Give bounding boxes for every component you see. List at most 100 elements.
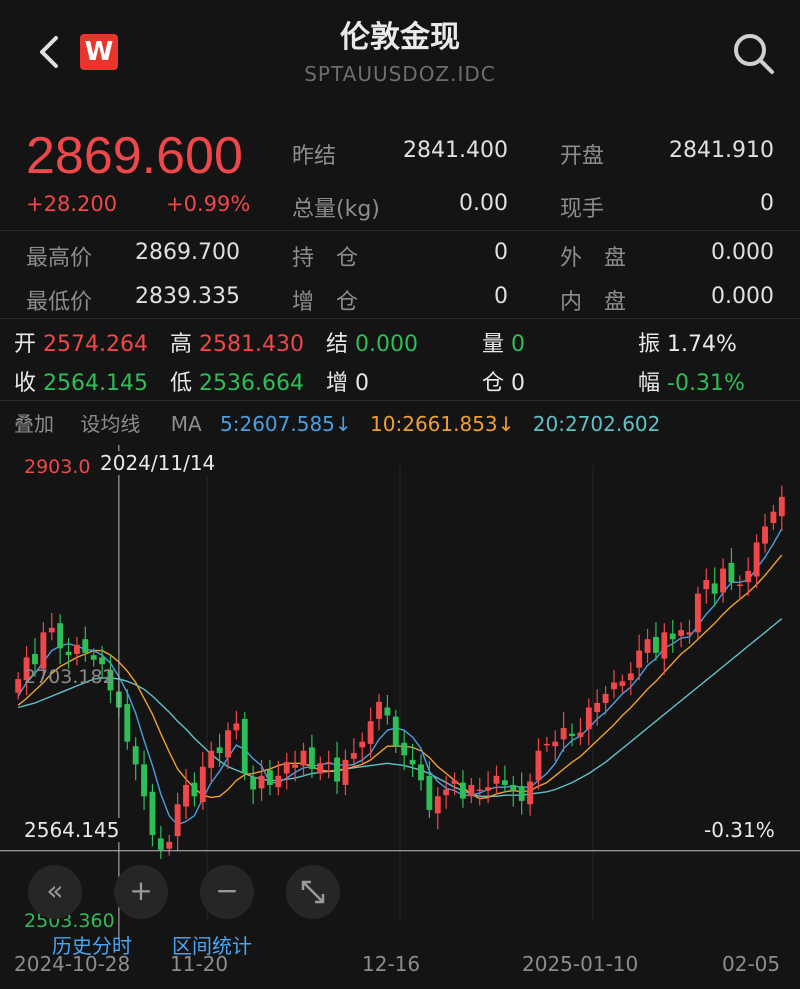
fullscreen-button[interactable]: [286, 865, 340, 919]
ma5-line: [17, 528, 783, 826]
candle-body: [661, 632, 668, 659]
candle-body: [233, 723, 240, 731]
candle-body: [493, 775, 500, 784]
candle-body: [48, 627, 55, 633]
crosshair-price: 2564.145: [20, 818, 124, 842]
candle-body: [736, 584, 743, 587]
candle-body: [552, 741, 559, 747]
zoom-in-button[interactable]: +: [114, 865, 168, 919]
app-logo: W: [80, 34, 118, 70]
candle-body: [753, 542, 760, 577]
divider: [0, 318, 800, 319]
hold-label: 持 仓: [292, 246, 359, 271]
candle-body: [107, 669, 114, 691]
candle-body: [149, 791, 156, 836]
candle-body: [611, 682, 617, 690]
history-timeshare-button[interactable]: 历史分时: [52, 934, 132, 958]
expand-icon: [301, 880, 325, 904]
candle-body: [65, 651, 72, 656]
x-tick-label: 02-05: [722, 952, 781, 976]
candle-body: [644, 639, 651, 653]
candle-body: [703, 579, 710, 590]
ma10-line: [17, 554, 783, 800]
candle-body: [770, 511, 777, 524]
candle-body: [166, 841, 173, 849]
candle-body: [266, 770, 273, 785]
candle-body: [82, 639, 89, 653]
candle-body: [535, 750, 542, 781]
candle-body: [577, 732, 584, 738]
candle-body: [23, 657, 30, 681]
candle-body: [376, 701, 382, 719]
candle-body: [40, 632, 47, 669]
candle-body: [686, 632, 693, 635]
candle-body: [451, 780, 458, 784]
candle-body: [216, 747, 223, 754]
candle-body: [602, 693, 609, 703]
chart-grid: [206, 465, 594, 920]
rewind-button[interactable]: «: [28, 865, 82, 919]
page-title: 伦敦金现: [340, 20, 460, 55]
back-chevron-icon[interactable]: [30, 32, 70, 72]
candle-settle: 结 0.000: [326, 332, 418, 357]
candle-body: [636, 650, 643, 668]
candle-body: [317, 763, 324, 774]
ma5-value: 5:2607.585↓: [220, 412, 352, 436]
set-ma-button[interactable]: 设均线: [80, 412, 141, 436]
candle-body: [619, 681, 626, 686]
instrument-code: SPTAUUSDOZ.IDC: [304, 62, 496, 86]
candle-body: [283, 762, 290, 774]
candle-body: [669, 633, 676, 640]
candle-body: [275, 775, 282, 788]
x-tick-label: 12-16: [362, 952, 421, 976]
candle-body: [183, 784, 189, 807]
search-icon[interactable]: [730, 30, 776, 76]
candle-body: [334, 757, 341, 782]
ma-label: MA: [170, 412, 202, 436]
outer-value: 0.000: [711, 240, 774, 265]
candle-body: [241, 718, 248, 774]
candle-body: [392, 716, 399, 747]
range-stats-button[interactable]: 区间统计: [172, 934, 252, 958]
candle-body: [367, 721, 374, 744]
candle-body: [401, 742, 408, 756]
x-tick-label: 2025-01-10: [522, 952, 639, 976]
candle-open: 开 2574.264: [14, 332, 148, 357]
candle-body: [569, 733, 575, 736]
candle-body: [174, 804, 181, 837]
crosshair: [0, 445, 800, 940]
candle-body: [250, 776, 257, 790]
candle-range: 幅 -0.31%: [638, 371, 745, 396]
ma10-value: 10:2661.853↓: [370, 412, 515, 436]
candlestick-chart[interactable]: [0, 445, 800, 950]
candle-body: [199, 766, 206, 803]
prev-settle-label: 昨结: [292, 144, 337, 169]
candle-body: [720, 568, 727, 593]
candle-body: [359, 741, 366, 748]
candle-body: [225, 730, 231, 758]
candle-amp: 振 1.74%: [638, 332, 737, 357]
zoom-out-button[interactable]: −: [200, 865, 254, 919]
prev-settle-value: 2841.400: [403, 138, 508, 163]
candle-body: [762, 526, 768, 544]
candle-body: [258, 775, 265, 789]
open-label: 开盘: [560, 144, 605, 169]
candle-body: [208, 750, 215, 768]
candle-body: [124, 704, 131, 742]
candle-low: 低 2536.664: [170, 371, 304, 396]
candle-body: [191, 782, 198, 797]
inner-label: 内 盘: [560, 290, 627, 315]
overlay-button[interactable]: 叠加: [14, 412, 54, 436]
candle-body: [409, 759, 416, 765]
current-hand-value: 0: [760, 191, 774, 216]
candle-body: [426, 775, 433, 810]
candle-body: [678, 630, 685, 636]
candle-pos: 仓 0: [482, 371, 526, 396]
add-value: 0: [494, 284, 508, 309]
high-value: 2869.700: [135, 240, 240, 265]
candle-vol: 量 0: [482, 332, 526, 357]
hold-value: 0: [494, 240, 508, 265]
ma-bar: 叠加 设均线 MA 5:2607.585↓ 10:2661.853↓ 20:27…: [14, 408, 660, 437]
candle-body: [501, 780, 508, 785]
candle-body: [90, 655, 97, 660]
